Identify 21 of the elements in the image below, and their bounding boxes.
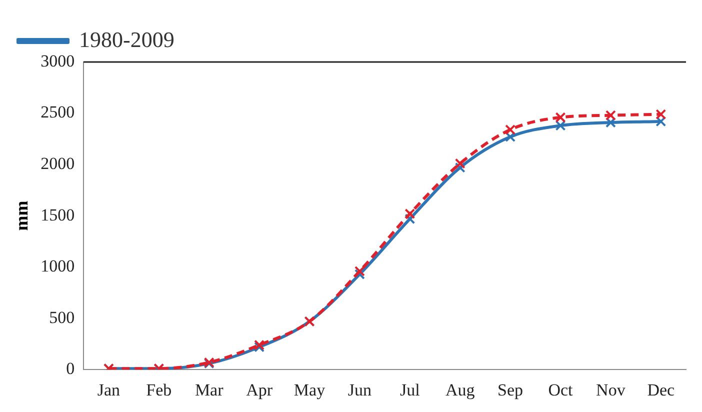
legend-label: 1980-2009 bbox=[79, 26, 174, 52]
y-tick-label: 3000 bbox=[40, 51, 75, 70]
y-tick-label: 2000 bbox=[40, 154, 75, 173]
x-tick-label: Aug bbox=[445, 380, 476, 400]
y-tick-label: 2500 bbox=[40, 102, 75, 122]
y-tick-label: 500 bbox=[49, 308, 75, 327]
x-tick-label: Sep bbox=[498, 380, 524, 400]
y-axis-title: mm bbox=[11, 200, 32, 231]
y-tick-label: 1500 bbox=[40, 205, 75, 224]
x-tick-label: Oct bbox=[548, 380, 574, 400]
x-tick-label: Nov bbox=[596, 380, 626, 400]
x-tick-label: Dec bbox=[647, 380, 676, 400]
x-tick-label: Feb bbox=[146, 380, 172, 400]
x-tick-label: May bbox=[294, 380, 326, 400]
x-tick-label: Apr bbox=[246, 380, 273, 400]
x-tick-label: Mar bbox=[194, 380, 224, 400]
y-tick-label: 0 bbox=[66, 359, 75, 378]
x-tick-label: Jun bbox=[348, 380, 372, 400]
y-tick-label: 1000 bbox=[40, 256, 75, 276]
x-tick-label: Jul bbox=[400, 380, 420, 400]
x-tick-label: Jan bbox=[97, 380, 121, 400]
